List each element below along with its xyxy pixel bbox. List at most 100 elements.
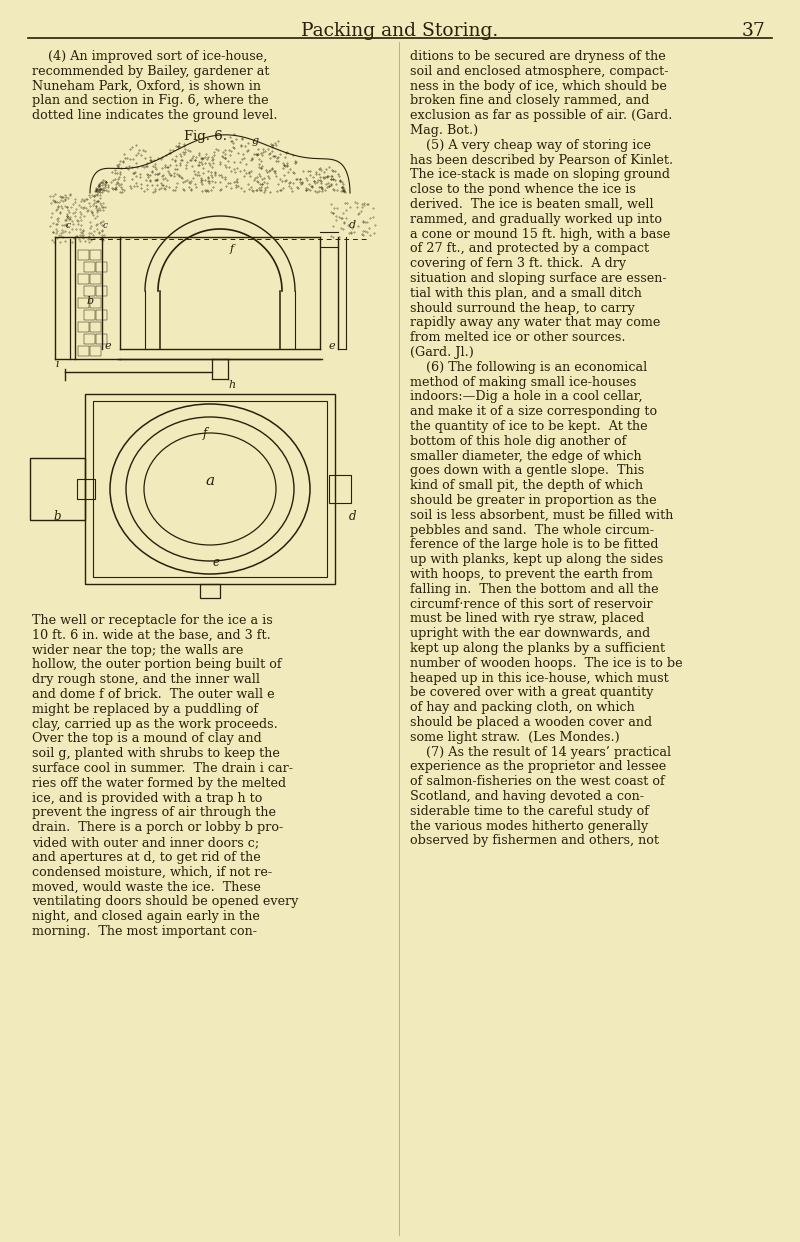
Text: Fig. 6.: Fig. 6. (183, 130, 226, 143)
Text: (5) A very cheap way of storing ice: (5) A very cheap way of storing ice (410, 139, 651, 152)
Text: plan and section in Fig. 6, where the: plan and section in Fig. 6, where the (32, 94, 269, 107)
Text: broken fine and closely rammed, and: broken fine and closely rammed, and (410, 94, 650, 107)
Bar (84, 334, 95, 344)
Text: siderable time to the careful study of: siderable time to the careful study of (410, 805, 649, 817)
Text: e: e (105, 342, 111, 351)
Text: indoors:—Dig a hole in a cool cellar,: indoors:—Dig a hole in a cool cellar, (410, 390, 642, 404)
Text: goes down with a gentle slope.  This: goes down with a gentle slope. This (410, 465, 644, 477)
Text: ness in the body of ice, which should be: ness in the body of ice, which should be (410, 79, 667, 93)
Text: (6) The following is an economical: (6) The following is an economical (410, 360, 647, 374)
Text: has been described by Pearson of Kinlet.: has been described by Pearson of Kinlet. (410, 154, 673, 166)
Text: The well or receptacle for the ice a is: The well or receptacle for the ice a is (32, 614, 273, 627)
Bar (90, 298, 101, 308)
Text: bottom of this hole dig another of: bottom of this hole dig another of (410, 435, 626, 448)
Text: exclusion as far as possible of air. (Gard.: exclusion as far as possible of air. (Ga… (410, 109, 672, 122)
Text: pebbles and sand.  The whole circum-: pebbles and sand. The whole circum- (410, 524, 654, 537)
Bar (96, 286, 107, 296)
Text: vided with outer and inner doors c;: vided with outer and inner doors c; (32, 836, 259, 850)
Text: close to the pond whence the ice is: close to the pond whence the ice is (410, 184, 636, 196)
Bar (96, 334, 107, 344)
Bar (85, 394, 335, 584)
Text: and dome f of brick.  The outer wall e: and dome f of brick. The outer wall e (32, 688, 274, 700)
Text: and make it of a size corresponding to: and make it of a size corresponding to (410, 405, 657, 419)
Text: and apertures at d, to get rid of the: and apertures at d, to get rid of the (32, 851, 261, 863)
Text: from melted ice or other sources.: from melted ice or other sources. (410, 332, 626, 344)
Text: ditions to be secured are dryness of the: ditions to be secured are dryness of the (410, 50, 666, 63)
Text: number of wooden hoops.  The ice is to be: number of wooden hoops. The ice is to be (410, 657, 682, 669)
Text: h: h (229, 380, 235, 390)
Text: e: e (329, 342, 335, 351)
Text: surface cool in summer.  The drain i car-: surface cool in summer. The drain i car- (32, 763, 293, 775)
Text: Nuneham Park, Oxford, is shown in: Nuneham Park, Oxford, is shown in (32, 79, 261, 93)
Text: g: g (251, 137, 258, 147)
Text: soil is less absorbent, must be filled with: soil is less absorbent, must be filled w… (410, 509, 674, 522)
Text: should be placed a wooden cover and: should be placed a wooden cover and (410, 715, 652, 729)
Text: soil and enclosed atmosphere, compact-: soil and enclosed atmosphere, compact- (410, 65, 669, 78)
Text: 37: 37 (742, 22, 766, 40)
Text: e: e (213, 555, 219, 569)
Text: The ice-stack is made on sloping ground: The ice-stack is made on sloping ground (410, 169, 670, 181)
Text: dotted line indicates the ground level.: dotted line indicates the ground level. (32, 109, 278, 122)
Bar (90, 274, 101, 284)
Text: rapidly away any water that may come: rapidly away any water that may come (410, 317, 660, 329)
Text: derived.  The ice is beaten small, well: derived. The ice is beaten small, well (410, 197, 654, 211)
Text: method of making small ice-houses: method of making small ice-houses (410, 375, 636, 389)
Text: upright with the ear downwards, and: upright with the ear downwards, and (410, 627, 650, 640)
Bar (84, 262, 95, 272)
Text: recommended by Bailey, gardener at: recommended by Bailey, gardener at (32, 65, 270, 78)
Text: moved, would waste the ice.  These: moved, would waste the ice. These (32, 881, 261, 893)
Text: falling in.  Then the bottom and all the: falling in. Then the bottom and all the (410, 582, 658, 596)
Bar (90, 322, 101, 332)
Text: condensed moisture, which, if not re-: condensed moisture, which, if not re- (32, 866, 272, 878)
Text: Scotland, and having devoted a con-: Scotland, and having devoted a con- (410, 790, 644, 804)
Text: c: c (102, 221, 107, 230)
Text: of salmon-fisheries on the west coast of: of salmon-fisheries on the west coast of (410, 775, 665, 789)
Text: must be lined with rye straw, placed: must be lined with rye straw, placed (410, 612, 644, 626)
Text: of 27 ft., and protected by a compact: of 27 ft., and protected by a compact (410, 242, 649, 256)
Bar (96, 310, 107, 320)
Text: b: b (86, 296, 94, 306)
Text: f: f (230, 243, 234, 255)
Text: ference of the large hole is to be fitted: ference of the large hole is to be fitte… (410, 538, 658, 551)
Bar (30, 458, 85, 520)
Text: smaller diameter, the edge of which: smaller diameter, the edge of which (410, 450, 642, 462)
Text: some light straw.  (Les Mondes.): some light straw. (Les Mondes.) (410, 730, 620, 744)
Bar (78, 250, 89, 260)
Text: clay, carried up as the work proceeds.: clay, carried up as the work proceeds. (32, 718, 278, 730)
Text: ventilating doors should be opened every: ventilating doors should be opened every (32, 895, 298, 908)
Bar (90, 250, 101, 260)
Text: up with planks, kept up along the sides: up with planks, kept up along the sides (410, 553, 663, 566)
Text: might be replaced by a puddling of: might be replaced by a puddling of (32, 703, 258, 715)
Text: soil g, planted with shrubs to keep the: soil g, planted with shrubs to keep the (32, 748, 280, 760)
Text: be covered over with a great quantity: be covered over with a great quantity (410, 687, 654, 699)
Text: Packing and Storing.: Packing and Storing. (302, 22, 498, 40)
Text: should surround the heap, to carry: should surround the heap, to carry (410, 302, 635, 314)
Text: dry rough stone, and the inner wall: dry rough stone, and the inner wall (32, 673, 260, 686)
Text: rammed, and gradually worked up into: rammed, and gradually worked up into (410, 212, 662, 226)
Text: experience as the proprietor and lessee: experience as the proprietor and lessee (410, 760, 666, 774)
Bar (78, 322, 89, 332)
Text: kept up along the planks by a sufficient: kept up along the planks by a sufficient (410, 642, 665, 655)
Text: d: d (349, 220, 355, 230)
Text: prevent the ingress of air through the: prevent the ingress of air through the (32, 806, 276, 820)
Text: of hay and packing cloth, on which: of hay and packing cloth, on which (410, 702, 634, 714)
Text: tial with this plan, and a small ditch: tial with this plan, and a small ditch (410, 287, 642, 299)
Bar (78, 298, 89, 308)
Bar (90, 347, 101, 356)
Bar (93, 401, 327, 578)
Text: ries off the water formed by the melted: ries off the water formed by the melted (32, 776, 286, 790)
Bar (84, 286, 95, 296)
Text: kind of small pit, the depth of which: kind of small pit, the depth of which (410, 479, 643, 492)
Text: i: i (55, 359, 58, 369)
Text: Over the top is a mound of clay and: Over the top is a mound of clay and (32, 733, 262, 745)
Text: 10 ft. 6 in. wide at the base, and 3 ft.: 10 ft. 6 in. wide at the base, and 3 ft. (32, 628, 270, 642)
Bar (78, 347, 89, 356)
Text: circumf·rence of this sort of reservoir: circumf·rence of this sort of reservoir (410, 597, 653, 611)
Text: night, and closed again early in the: night, and closed again early in the (32, 910, 260, 923)
Text: with hoops, to prevent the earth from: with hoops, to prevent the earth from (410, 568, 653, 581)
Text: wider near the top; the walls are: wider near the top; the walls are (32, 643, 243, 657)
Bar (329, 474, 351, 503)
Bar (200, 584, 220, 597)
Text: should be greater in proportion as the: should be greater in proportion as the (410, 494, 657, 507)
Text: heaped up in this ice-house, which must: heaped up in this ice-house, which must (410, 672, 669, 684)
